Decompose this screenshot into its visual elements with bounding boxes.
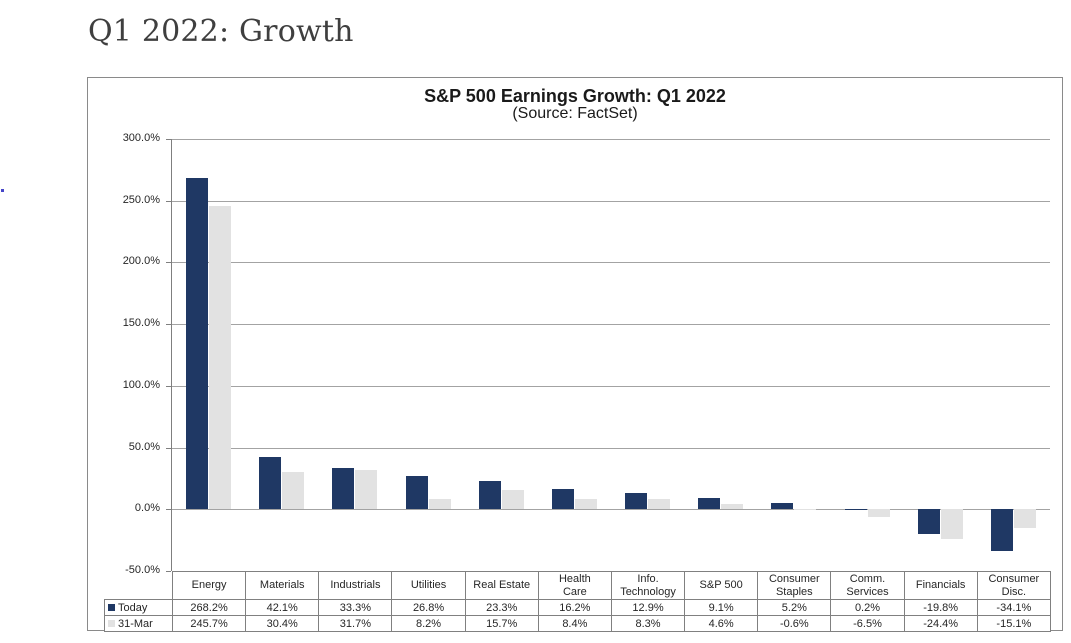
bar-today-energy <box>186 178 209 510</box>
y-axis-tick <box>166 200 171 202</box>
value-cell: 30.4% <box>245 615 320 632</box>
stray-bullet-dot <box>1 189 4 192</box>
value-cell: -19.8% <box>903 599 978 616</box>
legend-label: 31-Mar <box>118 617 153 630</box>
category-header-cell: Financials <box>903 571 978 600</box>
value-cell: -15.1% <box>976 615 1052 632</box>
y-axis-tick <box>166 385 171 387</box>
legend-swatch <box>108 604 115 611</box>
category-header-cell: Real Estate <box>464 571 539 600</box>
bar-31-mar-consumer-staples <box>794 509 817 511</box>
y-axis-tick <box>166 571 171 572</box>
y-axis-label: 50.0% <box>128 440 160 453</box>
y-axis-label: 0.0% <box>134 502 160 515</box>
value-cell: -6.5% <box>830 615 905 632</box>
legend-cell-today: Today <box>104 599 173 616</box>
grid-line <box>172 139 1050 140</box>
bar-today-consumer-disc- <box>990 509 1013 552</box>
bar-today-materials <box>259 457 282 510</box>
category-header-cell: Energy <box>171 571 247 600</box>
y-axis-label: -50.0% <box>125 564 160 576</box>
bar-today-real-estate <box>478 480 501 510</box>
grid-line <box>172 200 1050 202</box>
category-header-cell: Materials <box>245 571 320 600</box>
category-header-cell: Info. Technology <box>610 571 686 600</box>
value-cell: 8.2% <box>391 615 466 632</box>
bar-today-financials <box>917 509 940 534</box>
legend-entry: Today <box>106 601 172 614</box>
bar-31-mar-utilities <box>428 499 451 510</box>
grid-line <box>172 324 1050 326</box>
value-cell: 23.3% <box>464 599 539 616</box>
bar-31-mar-s-p-500 <box>721 503 744 510</box>
bar-31-mar-real-estate <box>501 489 524 510</box>
value-cell: 4.6% <box>684 615 759 632</box>
y-axis-tick <box>166 324 171 326</box>
y-axis-tick <box>166 262 171 264</box>
value-cell: -0.6% <box>757 615 832 632</box>
chart-subtitle: (Source: FactSet) <box>512 105 638 122</box>
category-header-cell: Consumer Disc. <box>976 571 1052 600</box>
data-table: Energy Materials Industrials Utilities Real … <box>104 571 1052 632</box>
bar-today-comm-services <box>844 509 867 510</box>
bar-31-mar-industrials <box>355 470 378 510</box>
value-cell: 12.9% <box>610 599 686 616</box>
grid-line <box>172 262 1050 264</box>
category-header-cell: Comm. Services <box>830 571 905 600</box>
legend-entry: 31-Mar <box>106 617 172 630</box>
page-title: Q1 2022: Growth <box>88 14 354 49</box>
value-cell: -24.4% <box>903 615 978 632</box>
value-cell: 8.4% <box>537 615 612 632</box>
bar-31-mar-materials <box>282 471 305 510</box>
bar-31-mar-comm-services <box>867 509 890 518</box>
category-header-cell: S&P 500 <box>684 571 759 600</box>
category-header-cell: Health Care <box>537 571 612 600</box>
value-cell: 245.7% <box>171 615 247 632</box>
legend-cell-31-mar: 31-Mar <box>104 615 173 632</box>
grid-line <box>172 447 1050 449</box>
bar-today-consumer-staples <box>771 502 794 510</box>
category-header-cell: Industrials <box>318 571 393 600</box>
bar-31-mar-financials <box>940 509 963 540</box>
value-cell: 5.2% <box>757 599 832 616</box>
bar-31-mar-health-care <box>574 498 597 510</box>
y-axis-tick <box>166 139 171 140</box>
bar-31-mar-consumer-disc- <box>1013 509 1036 528</box>
y-axis-label: 100.0% <box>122 378 160 391</box>
chart-title: S&P 500 Earnings Growth: Q1 2022 <box>424 86 726 106</box>
value-cell: 15.7% <box>464 615 539 632</box>
chart-box: S&P 500 Earnings Growth: Q1 2022 (Source… <box>87 77 1063 632</box>
y-axis-label: 150.0% <box>122 317 160 330</box>
y-axis-tick <box>166 509 171 511</box>
value-cell: 8.3% <box>610 615 686 632</box>
bar-31-mar-energy <box>209 206 232 510</box>
y-axis-label: 300.0% <box>122 132 160 144</box>
value-cell: 0.2% <box>830 599 905 616</box>
value-cell: 33.3% <box>318 599 393 616</box>
value-cell: 42.1% <box>245 599 320 616</box>
value-cell: 16.2% <box>537 599 612 616</box>
bar-today-health-care <box>551 489 574 510</box>
category-header-cell: Utilities <box>391 571 466 600</box>
value-cell: 31.7% <box>318 615 393 632</box>
bar-31-mar-info-technology <box>648 499 671 510</box>
value-cell: 268.2% <box>171 599 247 616</box>
y-axis-tick <box>166 447 171 449</box>
bar-today-s-p-500 <box>698 498 721 510</box>
category-header-cell: Consumer Staples <box>757 571 832 600</box>
legend-swatch <box>108 620 115 627</box>
bar-today-industrials <box>332 468 355 510</box>
grid-line <box>172 509 1050 511</box>
bar-today-info-technology <box>625 493 648 510</box>
value-cell: -34.1% <box>976 599 1052 616</box>
value-cell: 9.1% <box>684 599 759 616</box>
plot-area <box>171 139 1051 571</box>
grid-line <box>172 385 1050 387</box>
y-axis-label: 250.0% <box>122 193 160 206</box>
legend-label: Today <box>118 601 148 614</box>
y-axis-label: 200.0% <box>122 255 160 268</box>
bar-today-utilities <box>405 476 428 510</box>
value-cell: 26.8% <box>391 599 466 616</box>
